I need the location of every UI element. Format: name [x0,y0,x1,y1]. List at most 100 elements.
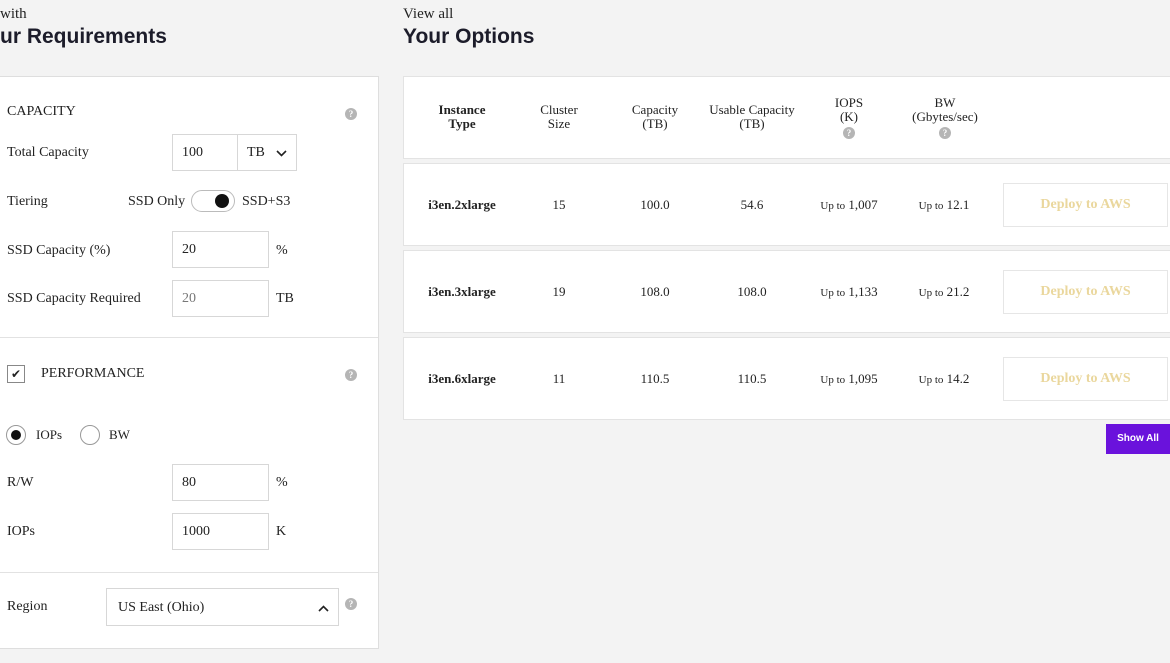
row-cluster: 15 [552,197,566,212]
region-value: US East (Ohio) [118,600,205,615]
rw-unit: % [276,475,288,490]
radio-iops[interactable] [6,425,26,445]
region-help-icon[interactable]: ? [345,598,357,610]
radio-selected-dot [11,430,21,440]
ssd-required-value: 20 [172,280,269,317]
performance-section-label: PERFORMANCE [41,366,145,381]
col-usable-capacity: Usable Capacity (TB) [697,103,807,131]
performance-checkbox[interactable]: ✔ [7,365,25,383]
iops-help-icon[interactable]: ? [843,127,855,139]
row-bw: Up to 12.1 [904,197,984,213]
row-bw-value: 14.2 [946,371,970,386]
performance-help-icon[interactable]: ? [345,369,357,381]
radio-bw[interactable] [80,425,100,445]
row-iops-value: 1,007 [848,197,878,212]
region-label: Region [7,599,48,614]
row-bw-value: 12.1 [946,197,970,212]
row-instance: i3en.2xlarge [428,197,496,212]
col-bw-line1: BW [934,95,956,110]
table-row: i3en.3xlarge 19 108.0 108.0 Up to 1,133 … [403,250,1170,333]
col-usable-capacity-line2: (TB) [739,116,765,131]
col-capacity-line2: (TB) [642,116,668,131]
col-capacity: Capacity (TB) [615,103,695,131]
row-iops: Up to 1,007 [809,197,889,213]
row-capacity: 110.5 [640,371,670,386]
row-usable: 108.0 [737,284,767,299]
table-row: i3en.2xlarge 15 100.0 54.6 Up to 1,007 U… [403,163,1170,246]
deploy-to-aws-button[interactable]: Deploy to AWS [1003,270,1168,314]
tiering-option-ssd-only: SSD Only [128,194,186,209]
requirements-subtitle: with [0,6,27,22]
row-capacity: 108.0 [640,284,670,299]
ssd-required-label: SSD Capacity Required [7,291,141,306]
col-iops-line1: IOPS [834,95,864,110]
radio-iops-label: IOPs [36,427,63,442]
deploy-to-aws-button[interactable]: Deploy to AWS [1003,357,1168,401]
row-iops-prefix: Up to [820,374,846,386]
capacity-unit-value: TB [247,145,265,160]
col-instance-type-line2: Type [448,116,476,131]
bw-help-icon[interactable]: ? [939,127,951,139]
options-table-header: Instance Type Cluster Size Capacity (TB)… [403,76,1170,159]
iops-label: IOPs [7,524,36,539]
row-bw-prefix: Up to [918,287,944,299]
section-divider [0,337,378,338]
row-iops-prefix: Up to [820,200,846,212]
col-usable-capacity-line1: Usable Capacity [709,102,795,117]
options-subtitle: View all [403,6,454,22]
ssd-capacity-pct-unit: % [276,243,288,258]
capacity-unit-select[interactable]: TB [237,134,297,171]
row-bw-value: 21.2 [946,284,970,299]
requirements-panel: CAPACITY ? Total Capacity 100 TB Tiering… [0,76,379,649]
tiering-toggle[interactable] [191,190,235,212]
row-bw-prefix: Up to [918,374,944,386]
col-cluster-size-line2: Size [547,116,571,131]
capacity-help-icon[interactable]: ? [345,108,357,120]
iops-input[interactable]: 1000 [172,513,269,550]
row-iops: Up to 1,095 [809,371,889,387]
tiering-label: Tiering [7,194,48,209]
row-bw: Up to 14.2 [904,371,984,387]
col-bw-line2: (Gbytes/sec) [912,109,978,124]
col-iops-line2: (K) [839,109,859,124]
col-bw: BW (Gbytes/sec) ? [900,96,990,139]
capacity-section-label: CAPACITY [7,104,76,119]
chevron-up-icon [318,605,329,612]
show-all-button[interactable]: Show All [1106,424,1170,454]
row-bw: Up to 21.2 [904,284,984,300]
rw-label: R/W [7,475,34,490]
row-iops-prefix: Up to [820,287,846,299]
ssd-capacity-pct-input[interactable]: 20 [172,231,269,268]
region-select[interactable]: US East (Ohio) [106,588,339,626]
iops-unit: K [276,524,287,539]
tiering-option-ssd-s3: SSD+S3 [242,194,291,209]
row-iops: Up to 1,133 [809,284,889,300]
requirements-title: ur Requirements [0,25,167,48]
row-usable: 110.5 [737,371,767,386]
ssd-required-unit: TB [276,291,294,306]
chevron-down-icon [276,150,287,157]
col-instance-type-line1: Instance [438,102,486,117]
row-cluster: 11 [552,371,566,386]
col-capacity-line1: Capacity [631,102,679,117]
row-cluster: 19 [552,284,566,299]
col-iops: IOPS (K) ? [809,96,889,139]
options-title: Your Options [403,25,535,48]
ssd-capacity-pct-label: SSD Capacity (%) [7,243,111,258]
row-capacity: 100.0 [640,197,670,212]
row-instance: i3en.6xlarge [428,371,496,386]
col-cluster-size-line1: Cluster [540,102,578,117]
row-bw-prefix: Up to [918,200,944,212]
col-instance-type: Instance Type [422,103,502,131]
table-row: i3en.6xlarge 11 110.5 110.5 Up to 1,095 … [403,337,1170,420]
deploy-to-aws-button[interactable]: Deploy to AWS [1003,183,1168,227]
radio-bw-label: BW [109,427,130,442]
total-capacity-label: Total Capacity [7,145,89,160]
toggle-knob [215,194,229,208]
section-divider [0,572,378,573]
row-instance: i3en.3xlarge [428,284,496,299]
col-cluster-size: Cluster Size [519,103,599,131]
rw-input[interactable]: 80 [172,464,269,501]
total-capacity-input[interactable]: 100 [172,134,238,171]
row-iops-value: 1,133 [848,284,878,299]
